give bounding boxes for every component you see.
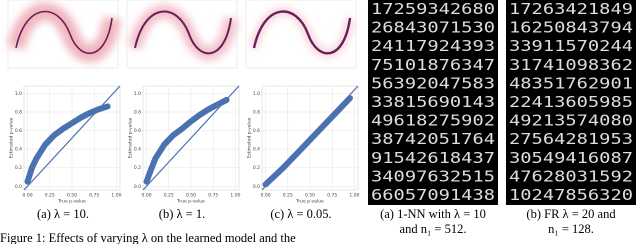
y-tick-label: 0.4 [134, 147, 141, 153]
y-tick-label: 1.0 [253, 91, 260, 97]
digit-row: 91542618437 [371, 149, 495, 167]
digit-row: 30549416087 [509, 149, 633, 167]
x-axis-label: True p-value [57, 199, 86, 205]
density-a [7, 0, 121, 69]
reference-line [23, 85, 121, 191]
y-tick-label: 0.6 [253, 128, 260, 134]
digit-row: 17259342680 [371, 0, 495, 18]
mnist-panel [368, 0, 498, 205]
y-tick-label: 0.6 [134, 128, 141, 134]
y-tick-label: 1.0 [15, 91, 22, 97]
density-plots [7, 0, 357, 69]
y-tick-label: 0.2 [134, 165, 141, 171]
y-tick-label: 0.0 [253, 184, 260, 190]
x-tick-label: 0.75 [208, 193, 218, 199]
caption: and n₁ = 512. [400, 222, 467, 236]
x-tick-label: 0.00 [23, 193, 33, 199]
digit-row: 26843071530 [371, 19, 495, 37]
digit-row: 31741098362 [509, 56, 633, 74]
x-tick-label: 0.25 [283, 193, 293, 199]
y-tick-label: 0.4 [253, 147, 260, 153]
y-tick-label: 0.8 [253, 110, 260, 116]
data-band [24, 103, 111, 185]
x-tick-label: 0.75 [89, 193, 99, 199]
x-axis-label: True p-value [295, 199, 324, 205]
y-axis-label: Estimated p-value [9, 117, 15, 158]
digit-row: 10247856320 [509, 186, 633, 204]
digit-row: 33911570244 [509, 37, 633, 55]
digit-row: 49618275902 [371, 112, 495, 130]
y-tick-label: 0.0 [15, 184, 22, 190]
x-tick-label: 0.50 [186, 193, 196, 199]
caption: (a) λ = 10. [37, 207, 89, 221]
digit-row: 34097632515 [371, 167, 495, 185]
digit-row: 38742051764 [371, 130, 495, 148]
digit-row: 66057091438 [371, 186, 495, 204]
caption: (a) 1-NN with λ = 10 [380, 207, 486, 221]
y-tick-label: 0.2 [15, 165, 22, 171]
x-tick-label: 0.25 [164, 193, 174, 199]
y-axis-label: Estimated p-value [247, 117, 253, 158]
caption: (c) λ = 0.05. [270, 207, 331, 221]
density-c [245, 0, 357, 69]
y-tick-label: 0.2 [253, 165, 260, 171]
digit-row: 27564281953 [509, 130, 633, 148]
caption: (b) FR λ = 20 and [526, 207, 616, 221]
digit-row: 48351762901 [509, 74, 633, 92]
digit-row: 17263421849 [509, 0, 633, 18]
data-band [262, 95, 353, 188]
density-b [126, 0, 238, 69]
y-tick-label: 0.8 [134, 110, 141, 116]
caption: n₁ = 128. [548, 222, 594, 236]
x-tick-label: 0.25 [45, 193, 55, 199]
y-axis-label: Estimated p-value [128, 117, 134, 158]
x-tick-label: 1.00 [111, 193, 121, 199]
y-tick-label: 0.8 [15, 110, 22, 116]
caption: (b) λ = 1. [159, 207, 205, 221]
data-band [143, 96, 230, 185]
figure-caption: Figure 1: Effects of varying λ on the le… [0, 231, 296, 244]
x-tick-label: 0.00 [142, 193, 152, 199]
mnist-panel [506, 0, 636, 205]
digit-row: 75101876347 [371, 56, 495, 74]
digit-row: 33815690143 [371, 93, 495, 111]
x-tick-label: 0.50 [305, 193, 315, 199]
y-tick-label: 0.4 [15, 147, 22, 153]
x-axis-label: True p-value [176, 199, 205, 205]
digit-row: 22413605985 [509, 93, 633, 111]
digit-row: 56392047583 [371, 74, 495, 92]
x-tick-label: 1.00 [230, 193, 240, 199]
digit-row: 47628031592 [509, 167, 633, 185]
x-tick-label: 0.50 [67, 193, 77, 199]
y-tick-label: 0.6 [15, 128, 22, 134]
x-tick-label: 0.75 [327, 193, 337, 199]
digit-row: 16250843794 [509, 19, 633, 37]
x-tick-label: 1.00 [349, 193, 359, 199]
y-tick-label: 0.0 [134, 184, 141, 190]
x-tick-label: 0.00 [261, 193, 271, 199]
digit-row: 24117924393 [371, 37, 495, 55]
y-tick-label: 1.0 [134, 91, 141, 97]
digit-row: 49213574080 [509, 112, 633, 130]
